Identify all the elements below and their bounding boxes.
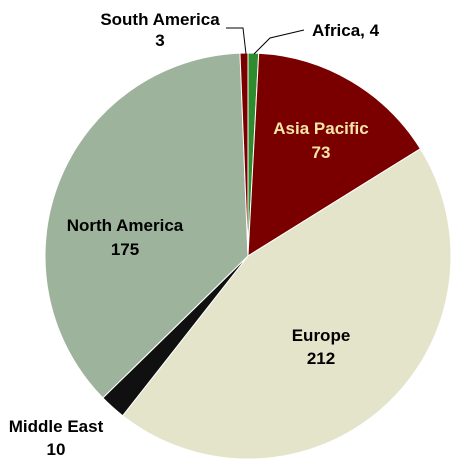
leader-line-south-america: [226, 27, 247, 55]
pie-slice-south-america: [239, 52, 249, 257]
label-north-america-value: 175: [111, 240, 139, 259]
leader-lines: [226, 27, 305, 55]
label-europe-value: 212: [307, 349, 335, 368]
label-north-america-name: North America: [67, 216, 184, 235]
leader-line-africa: [253, 29, 305, 55]
pie-slices: [44, 52, 452, 460]
label-asia-pacific-value: 73: [312, 143, 331, 162]
slice-labels: South America 3 Africa, 4 Asia Pacific 7…: [9, 10, 380, 459]
label-middle-east-value: 10: [47, 440, 66, 459]
label-middle-east-name: Middle East: [9, 417, 104, 436]
label-south-america-name: South America: [100, 10, 220, 29]
label-europe-name: Europe: [292, 326, 351, 345]
pie-slice-north-america: [44, 52, 249, 399]
label-asia-pacific-name: Asia Pacific: [273, 119, 368, 138]
pie-slice-europe: [121, 148, 452, 460]
label-south-america-value: 3: [155, 31, 164, 50]
pie-slice-asia-pacific: [247, 52, 422, 257]
label-africa: Africa, 4: [312, 21, 380, 40]
